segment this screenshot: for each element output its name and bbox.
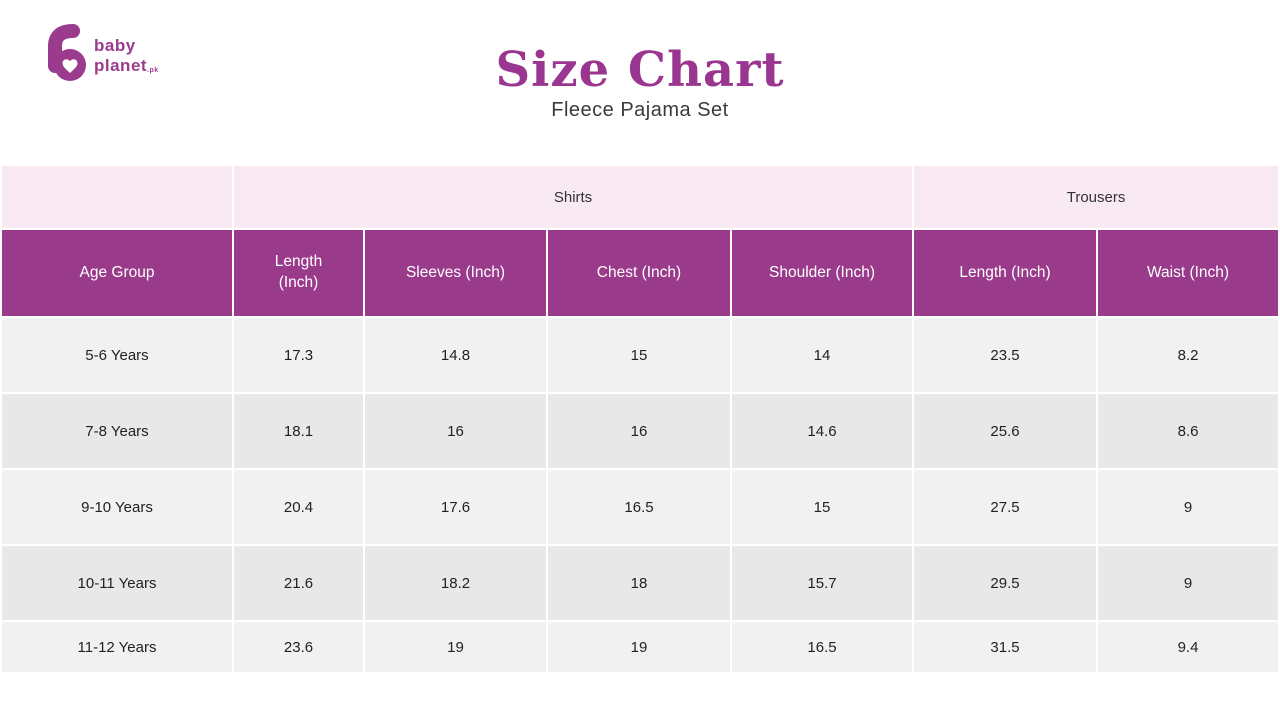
group-header-trousers: Trousers xyxy=(914,166,1279,228)
table-row: 9-10 Years 20.4 17.6 16.5 15 27.5 9 xyxy=(2,470,1279,544)
measurement-cell: 16 xyxy=(365,394,546,468)
size-table-body: 5-6 Years 17.3 14.8 15 14 23.5 8.2 7-8 Years 18.… xyxy=(2,318,1279,672)
size-chart-table-container: Shirts Trousers Age Group Length (Inch) … xyxy=(0,164,1280,674)
page-title: Size Chart xyxy=(495,42,785,98)
measurement-cell: 15.7 xyxy=(732,546,913,620)
column-header-trouser-length: Length (Inch) xyxy=(914,230,1097,316)
measurement-cell: 18.2 xyxy=(365,546,546,620)
age-group-cell: 9-10 Years xyxy=(2,470,232,544)
measurement-cell: 20.4 xyxy=(234,470,363,544)
size-chart-table: Shirts Trousers Age Group Length (Inch) … xyxy=(0,164,1280,674)
column-header-row: Age Group Length (Inch) Sleeves (Inch) C… xyxy=(2,230,1279,316)
measurement-cell: 9 xyxy=(1098,546,1279,620)
age-group-cell: 5-6 Years xyxy=(2,318,232,392)
baby-planet-logo-icon: baby planet.pk xyxy=(48,24,159,81)
column-header-shirt-length: Length (Inch) xyxy=(234,230,363,316)
measurement-cell: 15 xyxy=(732,470,913,544)
measurement-cell: 14.8 xyxy=(365,318,546,392)
table-row: 5-6 Years 17.3 14.8 15 14 23.5 8.2 xyxy=(2,318,1279,392)
measurement-cell: 8.6 xyxy=(1098,394,1279,468)
measurement-cell: 17.6 xyxy=(365,470,546,544)
page-subtitle: Fleece Pajama Set xyxy=(551,99,729,121)
brand-name-line1: baby xyxy=(94,36,136,55)
measurement-cell: 14 xyxy=(732,318,913,392)
brand-logo: baby planet.pk xyxy=(44,24,174,88)
measurement-cell: 27.5 xyxy=(914,470,1097,544)
measurement-cell: 9 xyxy=(1098,470,1279,544)
column-header-age-group: Age Group xyxy=(2,230,232,316)
measurement-cell: 21.6 xyxy=(234,546,363,620)
age-group-cell: 11-12 Years xyxy=(2,622,232,672)
measurement-cell: 9.4 xyxy=(1098,622,1279,672)
measurement-cell: 23.6 xyxy=(234,622,363,672)
measurement-cell: 16 xyxy=(548,394,730,468)
table-row: 11-12 Years 23.6 19 19 16.5 31.5 9.4 xyxy=(2,622,1279,672)
age-group-cell: 10-11 Years xyxy=(2,546,232,620)
measurement-cell: 19 xyxy=(548,622,730,672)
measurement-cell: 16.5 xyxy=(548,470,730,544)
measurement-cell: 31.5 xyxy=(914,622,1097,672)
table-row: 10-11 Years 21.6 18.2 18 15.7 29.5 9 xyxy=(2,546,1279,620)
measurement-cell: 16.5 xyxy=(732,622,913,672)
measurement-cell: 19 xyxy=(365,622,546,672)
group-header-shirts: Shirts xyxy=(234,166,913,228)
column-group-row: Shirts Trousers xyxy=(2,166,1279,228)
column-header-shoulder: Shoulder (Inch) xyxy=(732,230,913,316)
measurement-cell: 23.5 xyxy=(914,318,1097,392)
measurement-cell: 18 xyxy=(548,546,730,620)
column-header-waist: Waist (Inch) xyxy=(1098,230,1279,316)
brand-name-line2: planet.pk xyxy=(94,56,159,75)
measurement-cell: 15 xyxy=(548,318,730,392)
column-header-chest: Chest (Inch) xyxy=(548,230,730,316)
measurement-cell: 29.5 xyxy=(914,546,1097,620)
measurement-cell: 25.6 xyxy=(914,394,1097,468)
group-header-corner xyxy=(2,166,232,228)
measurement-cell: 14.6 xyxy=(732,394,913,468)
measurement-cell: 17.3 xyxy=(234,318,363,392)
column-header-sleeves: Sleeves (Inch) xyxy=(365,230,546,316)
measurement-cell: 8.2 xyxy=(1098,318,1279,392)
age-group-cell: 7-8 Years xyxy=(2,394,232,468)
table-row: 7-8 Years 18.1 16 16 14.6 25.6 8.6 xyxy=(2,394,1279,468)
measurement-cell: 18.1 xyxy=(234,394,363,468)
